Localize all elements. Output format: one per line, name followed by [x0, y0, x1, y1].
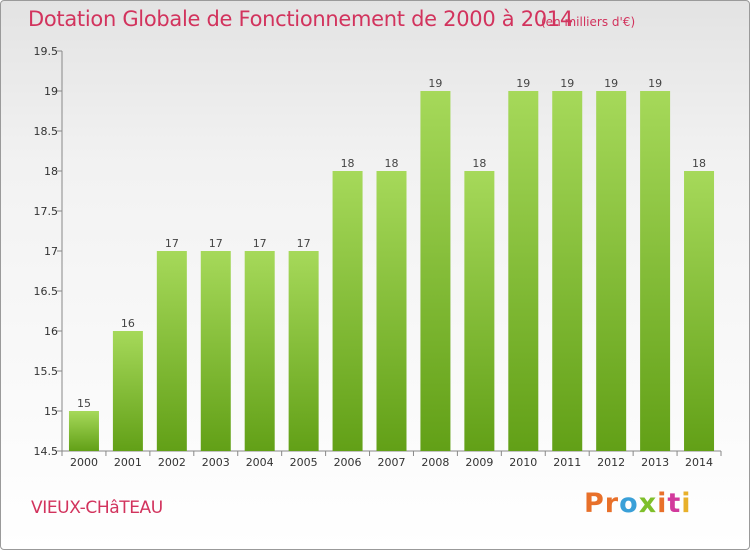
- y-tick-label: 17.5: [34, 205, 59, 218]
- x-tick-label: 2000: [70, 456, 98, 469]
- chart-subtitle: (en milliers d'€): [541, 15, 636, 29]
- x-tick-label: 2002: [158, 456, 186, 469]
- data-label-2012: 19: [604, 77, 618, 90]
- bar-2003: [200, 251, 231, 451]
- chart-title: Dotation Globale de Fonctionnement de 20…: [28, 7, 573, 31]
- x-tick-label: 2004: [246, 456, 274, 469]
- logo-letter: i: [681, 488, 692, 519]
- data-label-2008: 19: [428, 77, 442, 90]
- y-tick-label: 16: [44, 325, 58, 338]
- data-label-2001: 16: [121, 317, 135, 330]
- x-tick-label: 2006: [334, 456, 362, 469]
- place-name: VIEUX-CHâTEAU: [31, 498, 163, 518]
- bar-2013: [640, 91, 671, 451]
- x-tick-label: 2001: [114, 456, 142, 469]
- y-tick-label: 16.5: [34, 285, 59, 298]
- bar-2012: [596, 91, 627, 451]
- bar-2002: [156, 251, 187, 451]
- data-label-2011: 19: [560, 77, 574, 90]
- bar-2008: [420, 91, 451, 451]
- data-label-2004: 17: [253, 237, 267, 250]
- data-label-2002: 17: [165, 237, 179, 250]
- data-labels: 15 16 17 17 17 17 18 18 19 18 19 19 19 19 18: [77, 77, 706, 410]
- y-tick-label: 18: [44, 165, 58, 178]
- y-axis: 14.5 15 15.5 16 16.5 17 17.5 18 18.5 19 19.5: [34, 45, 63, 458]
- x-tick-label: 2008: [421, 456, 449, 469]
- data-label-2007: 18: [385, 157, 399, 170]
- y-tick-label: 19.5: [34, 45, 59, 58]
- logo-letter: r: [604, 488, 620, 519]
- bar-2001: [112, 331, 143, 451]
- bar-2005: [288, 251, 319, 451]
- bar-2007: [376, 171, 407, 451]
- logo-letter: i: [657, 488, 668, 519]
- x-tick-label: 2011: [553, 456, 581, 469]
- bar-2011: [552, 91, 583, 451]
- y-tick-label: 17: [44, 245, 58, 258]
- logo-letter: o: [619, 488, 639, 519]
- y-tick-label: 15: [44, 405, 58, 418]
- data-label-2014: 18: [692, 157, 706, 170]
- x-tick-label: 2003: [202, 456, 230, 469]
- data-label-2003: 17: [209, 237, 223, 250]
- x-tick-label: 2014: [685, 456, 713, 469]
- bar-2004: [244, 251, 275, 451]
- bar-2006: [332, 171, 363, 451]
- bar-2000: [68, 411, 99, 451]
- proxiti-logo[interactable]: Proxiti: [584, 488, 692, 519]
- logo-letter: x: [638, 488, 658, 519]
- bar-2010: [508, 91, 539, 451]
- bars: [68, 91, 715, 451]
- y-tick-label: 19: [44, 85, 58, 98]
- data-label-2000: 15: [77, 397, 91, 410]
- x-tick-label: 2012: [597, 456, 625, 469]
- logo-letter: P: [584, 488, 605, 519]
- x-tick-label: 2007: [378, 456, 406, 469]
- data-label-2013: 19: [648, 77, 662, 90]
- data-label-2005: 17: [297, 237, 311, 250]
- data-label-2009: 18: [472, 157, 486, 170]
- y-tick-label: 14.5: [34, 445, 59, 458]
- x-tick-label: 2013: [641, 456, 669, 469]
- data-label-2010: 19: [516, 77, 530, 90]
- y-tick-label: 15.5: [34, 365, 59, 378]
- data-label-2006: 18: [341, 157, 355, 170]
- x-axis: 2000 2001 2002 2003 2004 2005 2006 2007 2008 2009…: [61, 450, 722, 469]
- x-tick-label: 2005: [290, 456, 318, 469]
- y-tick-label: 18.5: [34, 125, 59, 138]
- x-tick-label: 2010: [509, 456, 537, 469]
- bar-2009: [464, 171, 495, 451]
- bar-2014: [684, 171, 715, 451]
- logo-letter: t: [667, 488, 682, 519]
- x-tick-label: 2009: [465, 456, 493, 469]
